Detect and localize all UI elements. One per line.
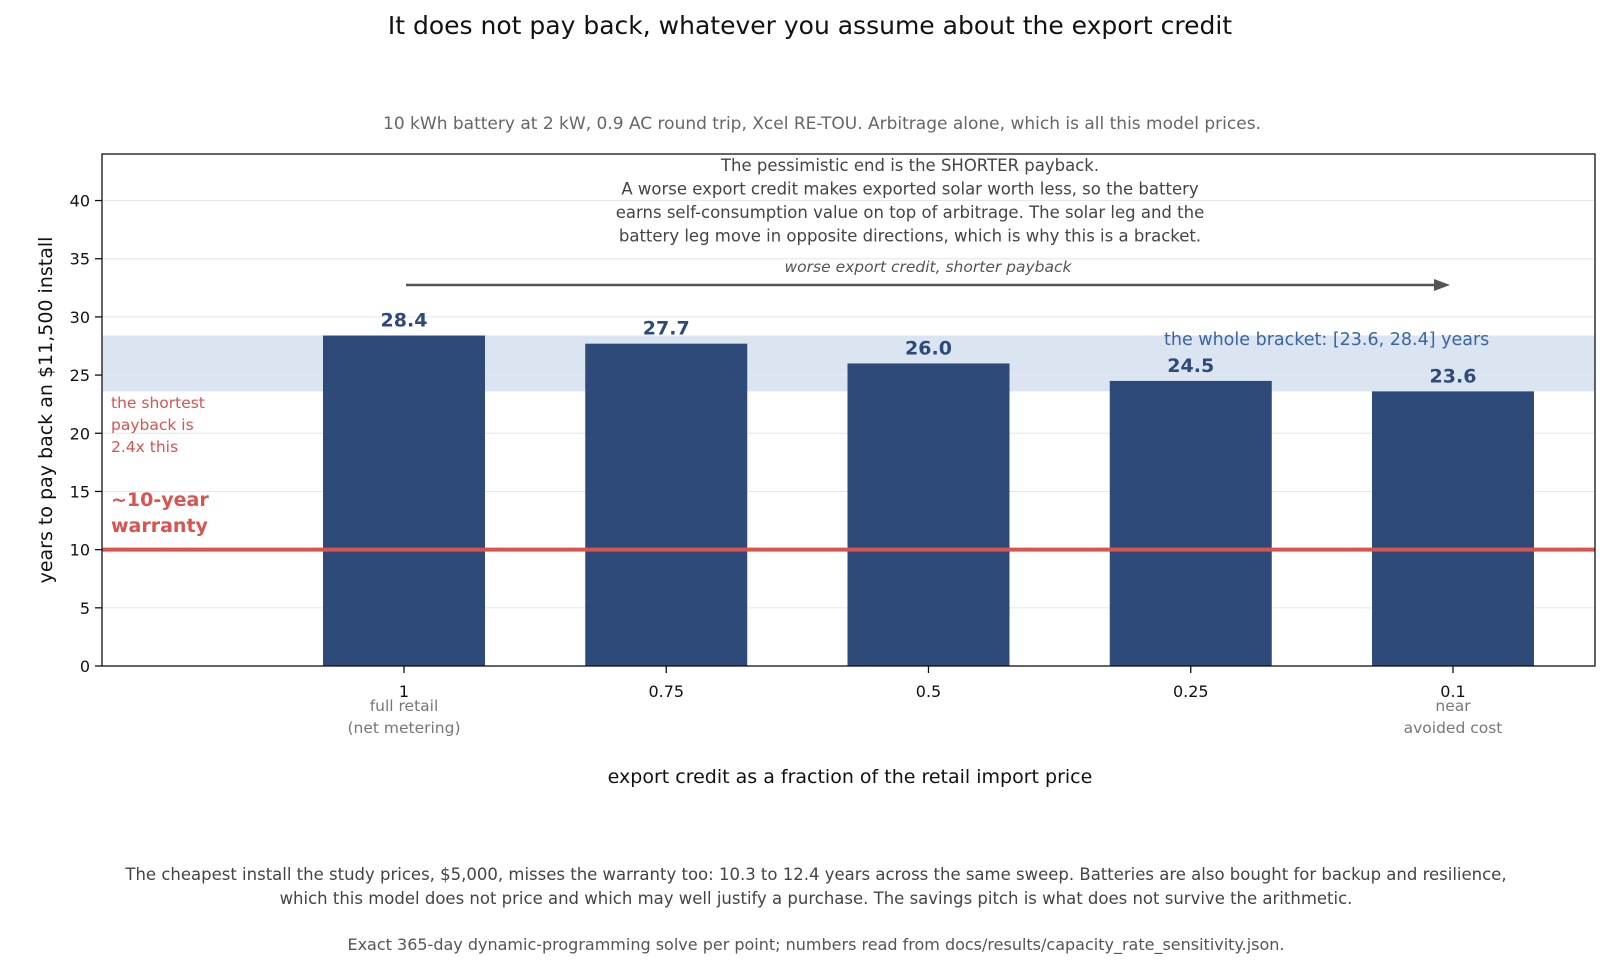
warranty-note: the shortest payback is 2.4x this [111,394,205,456]
bar [1372,391,1534,666]
y-tick-label: 20 [70,424,90,443]
x-tick-label: 0.75 [648,682,684,701]
bar [585,343,748,666]
y-tick-label: 5 [80,599,90,618]
x-axis-label: export credit as a fraction of the retai… [608,766,1093,788]
y-tick-label: 10 [70,541,90,560]
x-tick-label: 0.5 [916,682,941,701]
footnote-source: Exact 365-day dynamic-programming solve … [347,935,1284,955]
x-tick-sublabel: near avoided cost [1404,697,1503,737]
warranty-label: ~10-year warranty [111,489,209,537]
chart-title: It does not pay back, whatever you assum… [388,11,1232,40]
x-tick-label: 0.1 [1440,682,1465,701]
bar [847,363,1010,666]
y-tick-label: 25 [70,366,90,385]
bar [323,335,485,666]
annotation-text: The pessimistic end is the SHORTER payba… [616,156,1204,246]
footnote-line-1: The cheapest install the study prices, $… [124,865,1506,884]
x-tick-label: 0.25 [1173,682,1209,701]
y-tick-label: 0 [80,657,90,676]
annotation: The pessimistic end is the SHORTER payba… [406,156,1450,291]
arrow-label: worse export credit, shorter payback [785,258,1073,276]
bracket-label: the whole bracket: [23.6, 28.4] years [1164,330,1489,350]
plot-frame [101,153,1596,667]
bar-value-label: 28.4 [381,310,428,332]
footnote: The cheapest install the study prices, $… [124,865,1506,955]
x-tick-sublabel: full retail (net metering) [347,697,460,737]
arrow-head [1434,279,1450,291]
y-axis-label: years to pay back an $11,500 install [35,237,57,584]
y-tick-label: 15 [70,482,90,501]
bar-value-label: 23.6 [1430,365,1477,387]
bar-value-label: 24.5 [1167,355,1214,377]
footnote-line-2: which this model does not price and whic… [280,889,1353,908]
bar-value-label: 26.0 [905,337,952,359]
y-tick-label: 30 [70,308,90,327]
x-tick-label: 1 [399,682,409,701]
y-tick-label: 40 [70,192,90,211]
bar [1109,380,1272,666]
chart-subtitle: 10 kWh battery at 2 kW, 0.9 AC round tri… [383,114,1261,134]
y-tick-label: 35 [70,250,90,269]
bar-value-label: 27.7 [643,318,690,340]
